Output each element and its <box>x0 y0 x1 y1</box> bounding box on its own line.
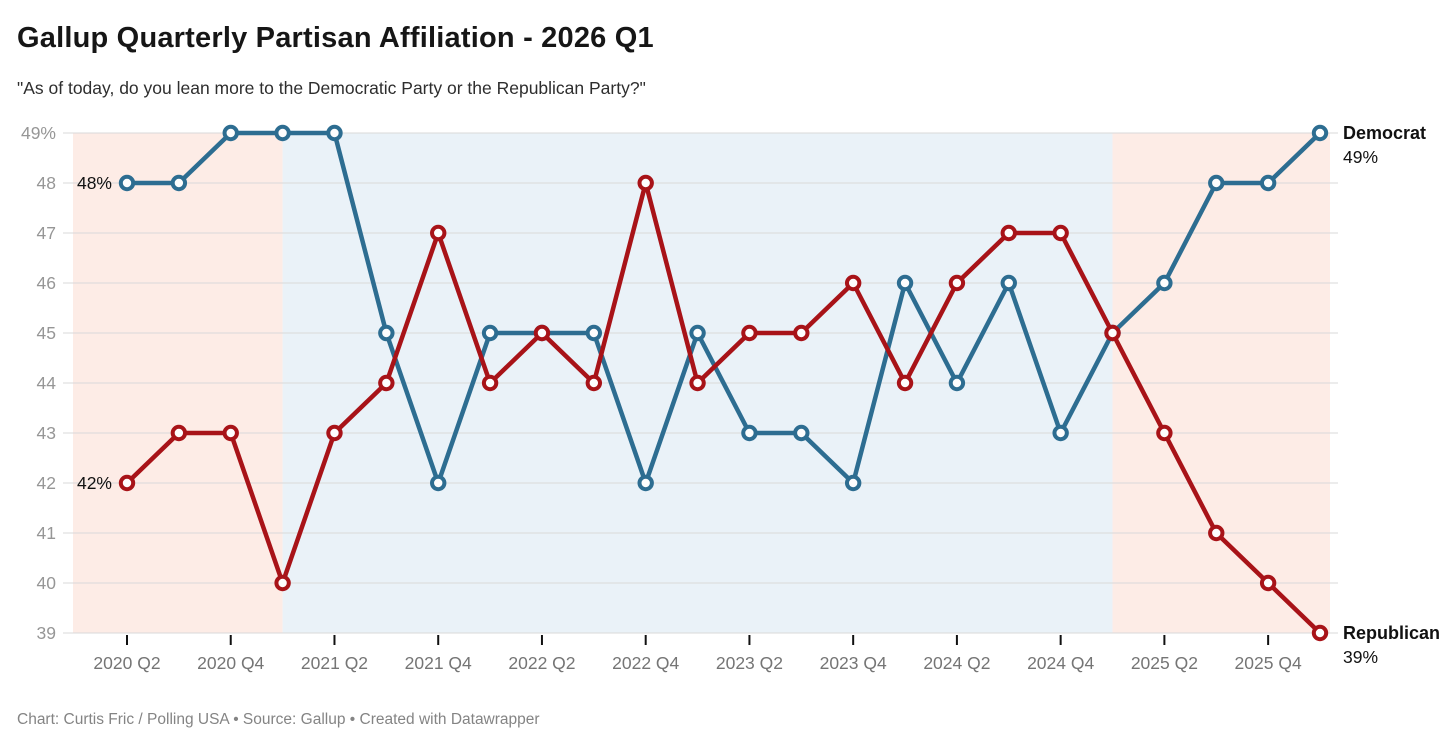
democrat-marker[interactable] <box>637 474 654 492</box>
republican-marker[interactable] <box>1156 424 1173 442</box>
republican-marker[interactable] <box>585 374 603 392</box>
y-axis-label: 39 <box>37 623 56 643</box>
republican-marker[interactable] <box>481 374 499 392</box>
democrat-end-value-label: 49% <box>1343 147 1378 167</box>
democrat-marker[interactable] <box>274 124 291 142</box>
republican-end-value-label: 39% <box>1343 647 1378 667</box>
x-axis-label: 2021 Q2 <box>301 653 368 673</box>
republican-start-value-label: 42% <box>77 473 112 493</box>
democrat-marker[interactable] <box>430 474 447 492</box>
democrat-marker[interactable] <box>741 424 758 442</box>
republican-marker[interactable] <box>1052 224 1069 242</box>
democrat-marker[interactable] <box>844 474 862 492</box>
x-axis-label: 2021 Q4 <box>405 653 472 673</box>
democrat-marker[interactable] <box>896 274 914 292</box>
y-axis-label: 42 <box>37 473 56 493</box>
y-axis-label: 44 <box>37 373 57 393</box>
democrat-marker[interactable] <box>1052 424 1069 442</box>
x-axis-label: 2022 Q4 <box>612 653 679 673</box>
x-axis-label: 2023 Q2 <box>716 653 783 673</box>
y-axis-label: 46 <box>37 273 56 293</box>
y-axis-label: 40 <box>37 573 57 593</box>
y-axis-label: 41 <box>37 523 56 543</box>
x-axis-label: 2024 Q4 <box>1027 653 1094 673</box>
democrat-marker[interactable] <box>481 324 499 342</box>
x-axis-label: 2025 Q2 <box>1131 653 1198 673</box>
democrat-marker[interactable] <box>378 324 395 342</box>
chart-subtitle: "As of today, do you lean more to the De… <box>17 78 646 98</box>
y-axis-label: 43 <box>37 423 56 443</box>
x-axis-label: 2024 Q2 <box>923 653 990 673</box>
democrat-marker[interactable] <box>585 324 603 342</box>
y-axis-label: 47 <box>37 223 56 243</box>
x-axis-label: 2023 Q4 <box>820 653 887 673</box>
x-axis-label: 2022 Q2 <box>508 653 575 673</box>
republican-marker[interactable] <box>430 224 447 242</box>
republican-marker[interactable] <box>1208 524 1225 542</box>
democrat-marker[interactable] <box>1259 174 1277 192</box>
republican-marker[interactable] <box>948 274 966 292</box>
democrat-marker[interactable] <box>118 174 136 192</box>
republican-line <box>124 180 1323 636</box>
democrat-end-label: Democrat <box>1343 123 1426 143</box>
democrat-marker[interactable] <box>1208 174 1225 192</box>
democrat-line <box>124 130 1323 486</box>
republican-marker[interactable] <box>844 274 862 292</box>
republican-marker[interactable] <box>326 424 343 442</box>
democrat-marker[interactable] <box>170 174 188 192</box>
chart-attribution: Chart: Curtis Fric / Polling USA • Sourc… <box>17 711 540 728</box>
republican-end-label: Republican <box>1343 623 1440 643</box>
republican-marker[interactable] <box>274 574 291 592</box>
democrat-marker[interactable] <box>326 124 343 142</box>
chart-title: Gallup Quarterly Partisan Affiliation - … <box>17 22 654 54</box>
republican-marker[interactable] <box>170 424 188 442</box>
republican-marker[interactable] <box>793 324 810 342</box>
y-axis-label: 49% <box>21 123 56 143</box>
republican-marker[interactable] <box>222 424 239 442</box>
democrat-marker[interactable] <box>222 124 239 142</box>
democrat-marker[interactable] <box>1000 274 1017 292</box>
republican-marker[interactable] <box>378 374 395 392</box>
republican-marker[interactable] <box>1104 324 1121 342</box>
republican-marker[interactable] <box>1000 224 1017 242</box>
republican-marker[interactable] <box>1259 574 1277 592</box>
democrat-marker[interactable] <box>689 324 706 342</box>
republican-marker[interactable] <box>637 174 654 192</box>
y-axis-label: 45 <box>37 323 56 343</box>
republican-marker[interactable] <box>896 374 914 392</box>
democrat-marker[interactable] <box>1311 124 1329 142</box>
democrat-marker[interactable] <box>793 424 810 442</box>
republican-marker[interactable] <box>533 324 551 342</box>
republican-marker[interactable] <box>118 474 136 492</box>
republican-marker[interactable] <box>689 374 706 392</box>
y-axis-label: 48 <box>37 173 56 193</box>
republican-marker[interactable] <box>1311 624 1329 642</box>
democrat-marker[interactable] <box>948 374 966 392</box>
x-axis-label: 2020 Q2 <box>93 653 160 673</box>
republican-marker[interactable] <box>741 324 758 342</box>
x-axis-label: 2020 Q4 <box>197 653 264 673</box>
x-axis-label: 2025 Q4 <box>1235 653 1302 673</box>
democrat-start-value-label: 48% <box>77 173 112 193</box>
democrat-marker[interactable] <box>1156 274 1173 292</box>
